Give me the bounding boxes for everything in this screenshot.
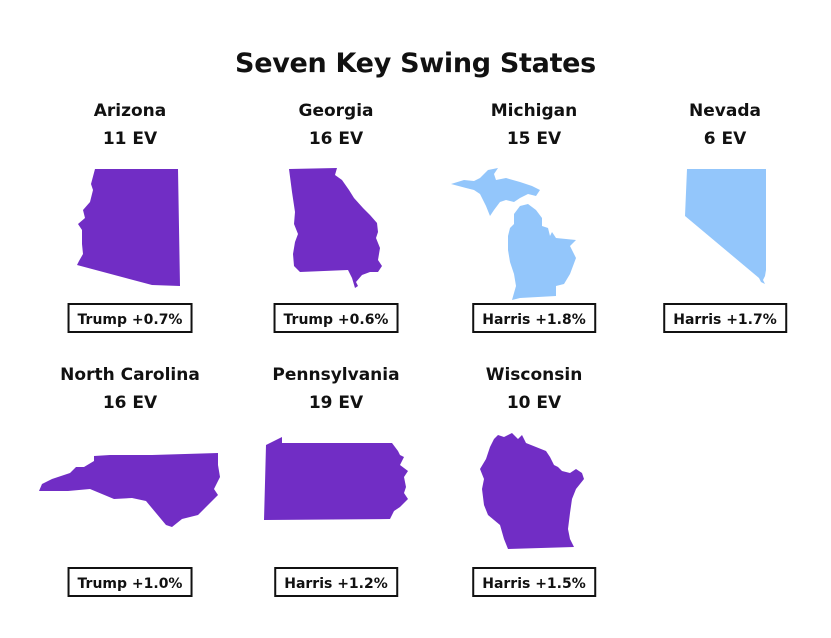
state-name: North Carolina — [60, 365, 200, 385]
electoral-votes: 16 EV — [102, 393, 158, 413]
state-card-north-carolina: North Carolina 16 EV Trump +1.0% — [32, 363, 228, 597]
state-name: Georgia — [298, 101, 374, 121]
electoral-votes: 16 EV — [308, 129, 364, 149]
michigan-map-icon — [436, 166, 632, 306]
pennsylvania-map-icon — [238, 429, 434, 569]
result-box: Trump +0.7% — [67, 303, 193, 333]
result-box: Trump +1.0% — [67, 567, 193, 597]
result-box: Harris +1.2% — [274, 567, 398, 597]
georgia-map-icon — [238, 166, 434, 306]
result-box: Harris +1.7% — [663, 303, 787, 333]
nevada-map-icon — [627, 166, 823, 306]
state-card-michigan: Michigan 15 EV Harris +1.8% — [436, 99, 632, 333]
state-card-pennsylvania: Pennsylvania 19 EV Harris +1.2% — [238, 363, 434, 597]
arizona-map-icon — [32, 166, 228, 306]
state-name: Nevada — [689, 101, 761, 121]
wisconsin-map-icon — [436, 429, 632, 569]
state-name: Arizona — [93, 101, 167, 121]
north-carolina-map-icon — [32, 429, 228, 569]
result-box: Harris +1.5% — [472, 567, 596, 597]
state-card-georgia: Georgia 16 EV Trump +0.6% — [238, 99, 434, 333]
result-box: Trump +0.6% — [273, 303, 399, 333]
state-name: Wisconsin — [485, 365, 583, 385]
electoral-votes: 10 EV — [506, 393, 562, 413]
page-title: Seven Key Swing States — [235, 48, 596, 79]
state-name: Pennsylvania — [272, 365, 400, 385]
electoral-votes: 6 EV — [703, 129, 747, 149]
state-card-nevada: Nevada 6 EV Harris +1.7% — [627, 99, 823, 333]
result-box: Harris +1.8% — [472, 303, 596, 333]
electoral-votes: 15 EV — [506, 129, 562, 149]
electoral-votes: 19 EV — [308, 393, 364, 413]
state-card-wisconsin: Wisconsin 10 EV Harris +1.5% — [436, 363, 632, 597]
state-card-arizona: Arizona 11 EV Trump +0.7% — [32, 99, 228, 333]
state-name: Michigan — [490, 101, 578, 121]
electoral-votes: 11 EV — [102, 129, 158, 149]
